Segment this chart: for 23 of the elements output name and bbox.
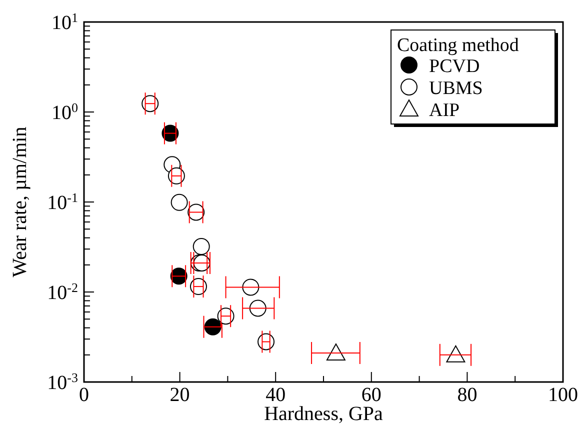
x-tick-label: 80 (457, 384, 478, 406)
y-tick-label: 10$^{1}$ (52, 10, 78, 34)
y-axis-title: Wear rate, µm/min (9, 126, 31, 278)
point (249, 300, 266, 317)
legend-label: AIP (429, 100, 460, 121)
point (170, 194, 188, 211)
point (192, 238, 210, 256)
x-tick-label: 100 (548, 384, 578, 406)
y-tick-label: 10$^{-3}$ (47, 370, 78, 394)
point (326, 344, 346, 360)
x-axis-title: Hardness, GPa (264, 403, 384, 425)
y-tick-label: 10$^{0}$ (52, 100, 78, 124)
point (242, 278, 260, 296)
y-tick-label: 10$^{-1}$ (47, 190, 78, 214)
legend-label: UBMS (429, 78, 483, 99)
x-tick-label: 60 (361, 384, 382, 406)
point (446, 345, 466, 362)
x-tick-label: 0 (79, 384, 89, 406)
x-tick-label: 40 (266, 384, 286, 406)
y-tick-label: 10$^{-2}$ (47, 280, 78, 304)
x-tick-label: 20 (170, 384, 190, 406)
legend-title: Coating method (397, 35, 520, 56)
legend-label: PCVD (429, 56, 480, 77)
